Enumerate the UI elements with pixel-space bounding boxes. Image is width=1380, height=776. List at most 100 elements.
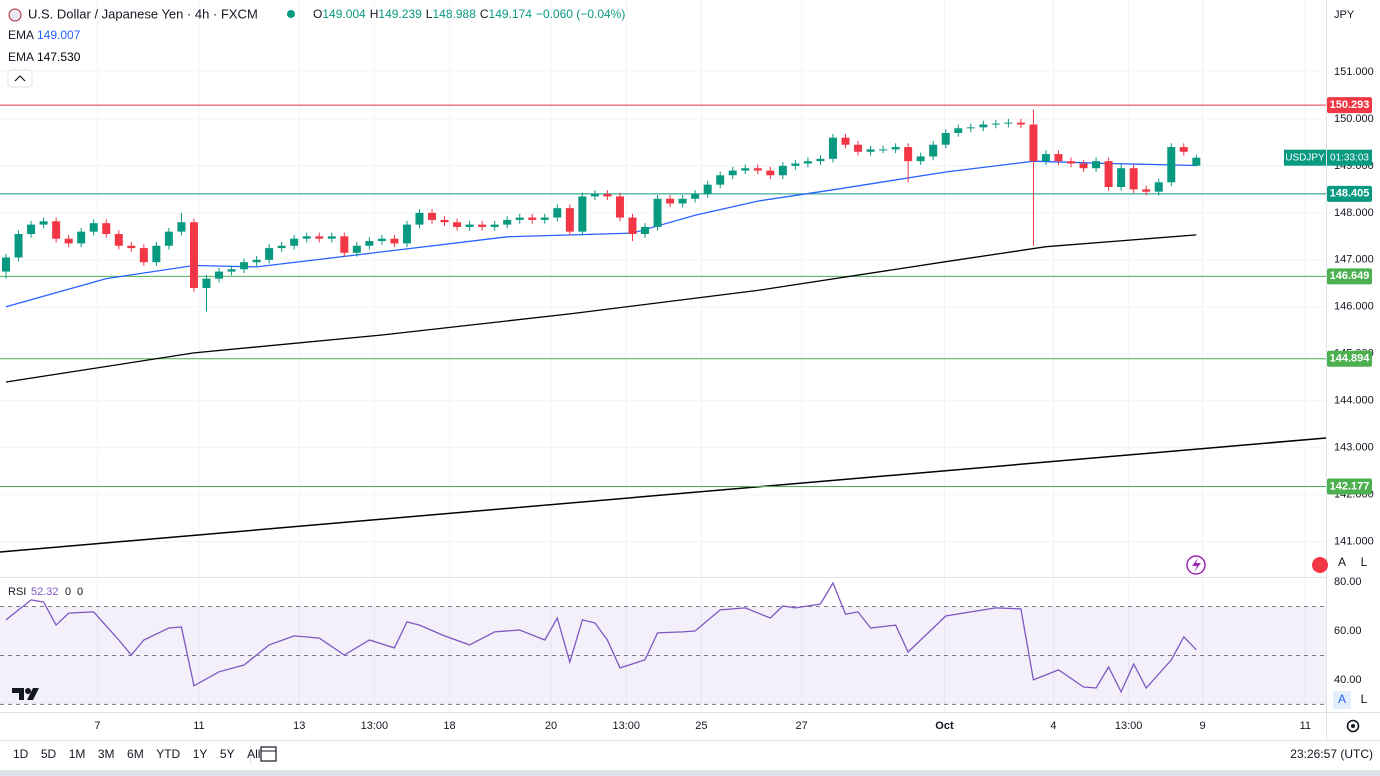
candle-body: [490, 224, 499, 227]
candle-body: [603, 194, 612, 197]
scale-button[interactable]: [1333, 691, 1351, 709]
candle-body: [653, 198, 662, 227]
candle-body: [1154, 182, 1163, 192]
y-tick-label: 147.000: [1334, 254, 1374, 266]
scale-button-label[interactable]: A: [1338, 555, 1346, 569]
legend-value: 149.007: [37, 28, 81, 42]
range-button[interactable]: 5D: [41, 747, 57, 761]
candle-body: [102, 223, 111, 234]
x-tick-label: Oct: [935, 720, 954, 732]
candle-body: [791, 163, 800, 166]
symbol-tag-label: USDJPY: [1285, 152, 1325, 163]
calendar-icon[interactable]: [260, 746, 277, 762]
candle-body: [453, 222, 462, 227]
grid: [0, 0, 1326, 712]
bolt: [1192, 558, 1201, 572]
rsi-param: 0: [77, 586, 83, 598]
candle-body: [152, 245, 161, 263]
bottom-strip: [0, 770, 1380, 776]
candle-body: [1092, 161, 1101, 169]
countdown-label: 01:33:03: [1330, 152, 1369, 163]
ema-line: [5, 234, 1197, 383]
y-tick-label: 150.000: [1334, 113, 1374, 125]
range-button[interactable]: 1M: [69, 747, 86, 761]
level-tag: [1327, 478, 1372, 495]
candle-body: [716, 175, 725, 185]
currency[interactable]: JPY: [1334, 9, 1355, 21]
candle-body: [540, 217, 549, 220]
ohlc-value: 149.174: [489, 7, 533, 21]
candle-body: [929, 144, 938, 157]
candle-body: [1104, 161, 1113, 188]
events-icon[interactable]: [1312, 557, 1328, 573]
rsi-legend-name: RSI: [8, 586, 26, 598]
candle-body: [1192, 157, 1201, 166]
settings-icon[interactable]: [1346, 719, 1360, 733]
x-tick-label: 13: [293, 720, 305, 732]
candle-body: [189, 222, 198, 289]
symbol-tag: [1284, 149, 1326, 166]
candle-body: [1129, 168, 1138, 190]
clock[interactable]: 23:26:57 (UTC): [1290, 747, 1373, 761]
level-tag: [1327, 97, 1372, 114]
candle-body: [428, 212, 437, 220]
candle-body: [590, 194, 599, 197]
candle-body: [1004, 122, 1013, 124]
candle-body: [628, 217, 637, 234]
range-button[interactable]: 6M: [127, 747, 144, 761]
candle-body: [365, 241, 374, 246]
candle-body: [27, 224, 36, 234]
candle-body: [478, 224, 487, 227]
candle-body: [290, 238, 299, 246]
candle-body: [803, 161, 812, 164]
collapse-button[interactable]: [7, 69, 33, 88]
candle-body: [728, 170, 737, 176]
candle-body: [678, 198, 687, 204]
range-button[interactable]: 1Y: [193, 747, 208, 761]
candle-body: [265, 248, 274, 260]
candle-body: [816, 158, 825, 162]
candle-body: [854, 144, 863, 152]
x-tick-label: 13:00: [361, 720, 389, 732]
candle-body: [352, 245, 361, 253]
candle-body: [1054, 154, 1063, 162]
change: −0.060 (−0.04%): [536, 7, 625, 21]
scale-button-label[interactable]: A: [1338, 692, 1346, 706]
range-button[interactable]: 3M: [98, 747, 115, 761]
level-label: 144.894: [1330, 353, 1371, 365]
ohlc-values: O 149.004 H 149.239 L 148.988 C 149.174: [313, 7, 532, 21]
logo: [12, 688, 24, 700]
symbol-title[interactable]: U.S. Dollar / Japanese Yen · 4h · FXCM: [28, 6, 258, 21]
alert-icon[interactable]: [1186, 555, 1206, 575]
y-tick-label: 148.000: [1334, 207, 1374, 219]
scale-button[interactable]: [1355, 691, 1373, 709]
range-button[interactable]: 5Y: [220, 747, 235, 761]
candle-body: [841, 137, 850, 145]
rsi-tick-label: 60.00: [1334, 625, 1362, 637]
candle-body: [77, 231, 86, 244]
candle-body: [966, 127, 975, 129]
candle-body: [828, 137, 837, 159]
scale-button[interactable]: [1355, 554, 1373, 572]
range-button[interactable]: YTD: [156, 747, 180, 761]
ohlc-key: L: [426, 7, 433, 21]
candle-body: [879, 149, 888, 151]
ohlc-value: 148.988: [432, 7, 476, 21]
range-button[interactable]: 1D: [13, 747, 29, 761]
candle-body: [766, 170, 775, 176]
candle-body: [954, 128, 963, 133]
ema-line: [5, 160, 1197, 308]
candle-body: [114, 233, 123, 246]
ohlc-key: H: [370, 7, 379, 21]
candle-body: [753, 168, 762, 171]
candle-body: [415, 212, 424, 225]
range-button[interactable]: All: [247, 747, 260, 761]
ohlc-key: C: [480, 7, 489, 21]
legend-name: EMA: [8, 50, 34, 64]
scale-button-label[interactable]: L: [1361, 692, 1368, 706]
candle-body: [916, 156, 925, 162]
scale-button[interactable]: [1333, 554, 1351, 572]
scale-button-label[interactable]: L: [1361, 555, 1368, 569]
